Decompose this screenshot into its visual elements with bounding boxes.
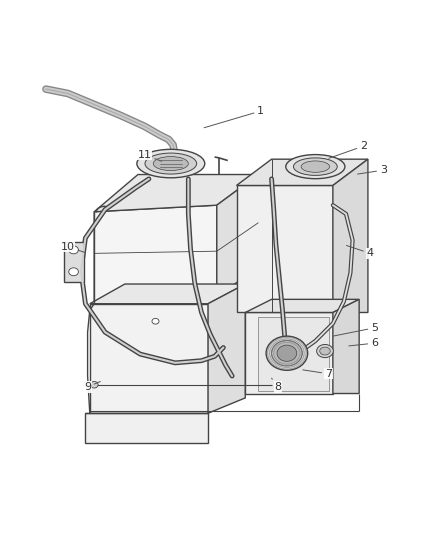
Polygon shape xyxy=(258,317,328,391)
Polygon shape xyxy=(333,159,368,312)
Polygon shape xyxy=(94,205,217,304)
Ellipse shape xyxy=(266,336,307,370)
Text: 9: 9 xyxy=(84,382,100,392)
Text: 1: 1 xyxy=(204,106,264,128)
Text: 3: 3 xyxy=(357,165,387,175)
Polygon shape xyxy=(245,312,333,393)
Polygon shape xyxy=(85,413,208,442)
Text: 8: 8 xyxy=(272,378,282,392)
Text: 7: 7 xyxy=(303,369,332,379)
Ellipse shape xyxy=(69,268,78,276)
Text: 4: 4 xyxy=(346,246,374,259)
Ellipse shape xyxy=(137,149,205,178)
Polygon shape xyxy=(245,300,359,312)
Polygon shape xyxy=(90,284,245,304)
Ellipse shape xyxy=(277,345,297,361)
Text: 5: 5 xyxy=(333,323,378,336)
Ellipse shape xyxy=(301,161,330,172)
Text: 2: 2 xyxy=(329,141,367,158)
Ellipse shape xyxy=(90,382,98,388)
Ellipse shape xyxy=(152,318,159,324)
Ellipse shape xyxy=(320,347,330,355)
Ellipse shape xyxy=(293,158,337,175)
Polygon shape xyxy=(333,300,359,393)
Ellipse shape xyxy=(317,344,333,358)
Ellipse shape xyxy=(145,153,197,174)
Text: 10: 10 xyxy=(61,242,85,253)
Polygon shape xyxy=(237,185,333,312)
Text: 6: 6 xyxy=(349,338,378,348)
Text: 11: 11 xyxy=(138,150,162,161)
Ellipse shape xyxy=(69,246,78,254)
Ellipse shape xyxy=(272,341,302,366)
Polygon shape xyxy=(64,243,84,282)
Polygon shape xyxy=(217,174,258,297)
Polygon shape xyxy=(208,284,245,413)
Polygon shape xyxy=(94,174,258,212)
Polygon shape xyxy=(90,304,208,413)
Polygon shape xyxy=(237,159,368,185)
Ellipse shape xyxy=(286,155,345,179)
Ellipse shape xyxy=(153,157,188,171)
